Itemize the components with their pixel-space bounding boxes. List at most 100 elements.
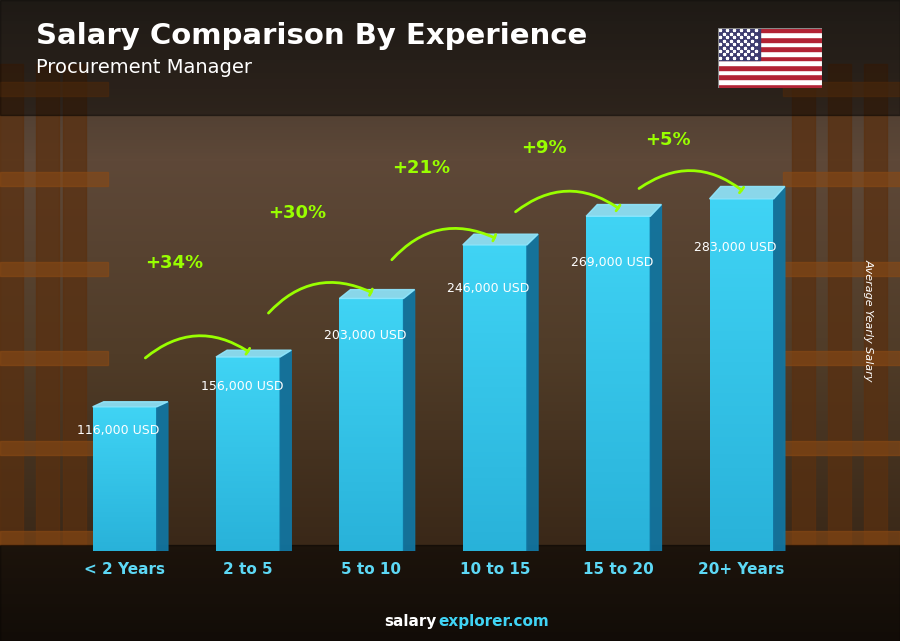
Bar: [709, 370, 774, 375]
Polygon shape: [774, 187, 785, 551]
Bar: [339, 333, 403, 337]
Bar: [216, 539, 280, 542]
Bar: [216, 495, 280, 498]
Bar: [709, 358, 774, 362]
Bar: [216, 481, 280, 483]
Bar: [0, 262, 108, 276]
Bar: [93, 412, 157, 414]
Bar: [709, 292, 774, 296]
Bar: [718, 28, 822, 32]
Bar: [0, 529, 900, 532]
Bar: [93, 427, 157, 428]
Bar: [339, 460, 403, 463]
Bar: [339, 352, 403, 355]
Bar: [709, 234, 774, 238]
Bar: [463, 367, 526, 371]
Bar: [93, 410, 157, 412]
Bar: [339, 494, 403, 497]
Bar: [718, 65, 822, 70]
Bar: [216, 364, 280, 367]
Bar: [0, 455, 900, 458]
Bar: [93, 540, 157, 542]
Bar: [586, 530, 651, 535]
Bar: [463, 467, 526, 471]
Bar: [0, 593, 900, 596]
Bar: [0, 0, 900, 3]
Bar: [93, 490, 157, 492]
Bar: [0, 167, 900, 170]
Bar: [0, 215, 900, 218]
Bar: [463, 314, 526, 318]
Bar: [463, 532, 526, 536]
Bar: [709, 432, 774, 437]
Bar: [463, 375, 526, 379]
Bar: [216, 360, 280, 362]
Bar: [0, 603, 900, 606]
Bar: [0, 494, 900, 497]
Bar: [709, 353, 774, 358]
Bar: [709, 406, 774, 410]
Bar: [216, 367, 280, 369]
Bar: [0, 397, 900, 401]
Bar: [0, 231, 900, 234]
Bar: [0, 276, 900, 279]
Bar: [339, 469, 403, 472]
Bar: [93, 513, 157, 515]
Bar: [0, 234, 900, 237]
Bar: [0, 99, 900, 103]
Bar: [339, 419, 403, 422]
Bar: [0, 6, 900, 10]
Bar: [463, 249, 526, 253]
Bar: [0, 554, 900, 558]
Bar: [586, 283, 651, 287]
Bar: [586, 417, 651, 421]
Bar: [586, 472, 651, 476]
Bar: [709, 379, 774, 384]
Polygon shape: [216, 350, 292, 357]
Bar: [586, 250, 651, 254]
Polygon shape: [586, 204, 662, 216]
Bar: [463, 536, 526, 540]
Bar: [463, 497, 526, 501]
Bar: [709, 512, 774, 516]
Bar: [586, 505, 651, 510]
Bar: [0, 564, 900, 567]
Bar: [339, 302, 403, 304]
Bar: [216, 376, 280, 379]
Bar: [0, 385, 900, 388]
Bar: [339, 545, 403, 548]
Bar: [0, 269, 900, 272]
Bar: [0, 458, 900, 462]
Bar: [709, 494, 774, 499]
Bar: [216, 449, 280, 452]
Bar: [216, 503, 280, 505]
Bar: [93, 512, 157, 513]
Bar: [783, 531, 900, 545]
Bar: [93, 474, 157, 476]
Bar: [0, 244, 900, 247]
Bar: [463, 245, 526, 249]
Bar: [0, 208, 900, 212]
Bar: [709, 326, 774, 331]
Bar: [93, 506, 157, 508]
Bar: [0, 423, 900, 426]
Bar: [0, 346, 900, 349]
Bar: [463, 406, 526, 410]
Bar: [93, 494, 157, 495]
Bar: [216, 498, 280, 500]
Text: Procurement Manager: Procurement Manager: [36, 58, 252, 77]
Bar: [0, 445, 900, 449]
Bar: [0, 144, 900, 147]
Bar: [339, 299, 403, 302]
Text: +5%: +5%: [644, 131, 690, 149]
Bar: [709, 538, 774, 542]
Polygon shape: [651, 204, 661, 551]
Bar: [709, 375, 774, 379]
Bar: [0, 545, 900, 548]
Bar: [0, 548, 900, 551]
Bar: [93, 418, 157, 419]
Bar: [0, 429, 900, 433]
Bar: [783, 82, 900, 96]
Text: 203,000 USD: 203,000 USD: [324, 329, 407, 342]
Bar: [0, 442, 900, 445]
